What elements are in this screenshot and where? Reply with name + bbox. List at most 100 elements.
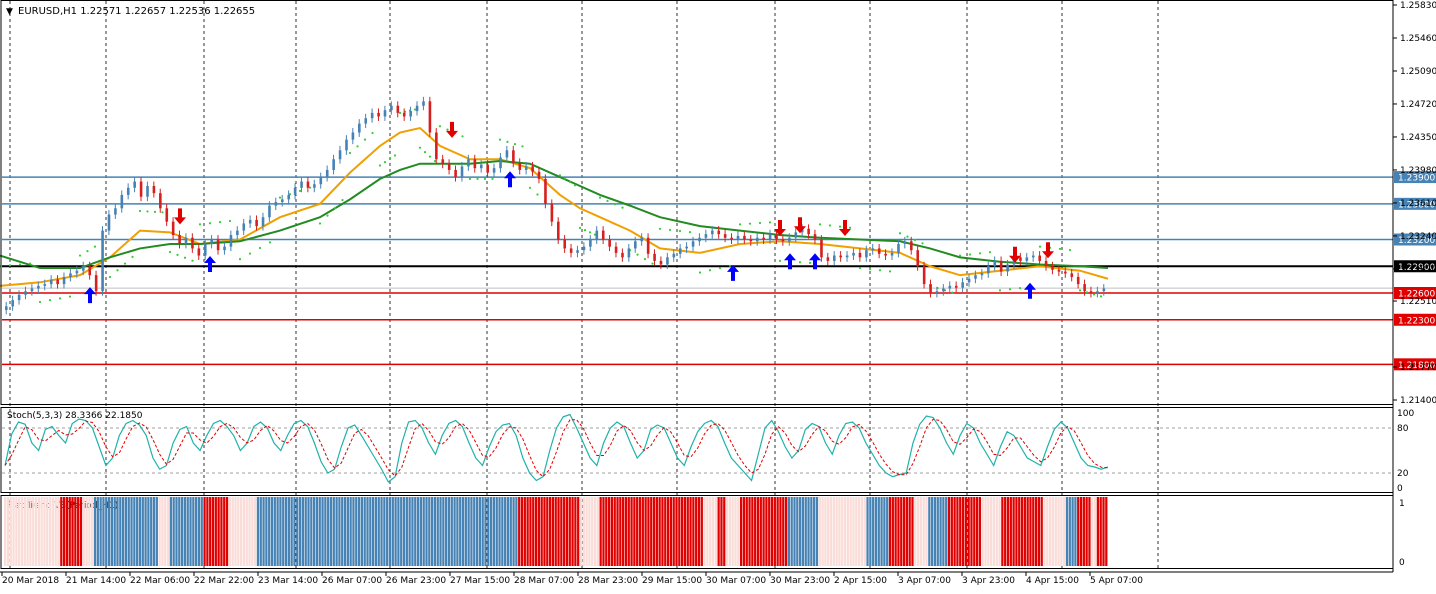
candle-body[interactable] <box>531 166 534 172</box>
buy-arrow-icon[interactable] <box>1024 282 1036 299</box>
slow-ma-line[interactable] <box>0 160 1109 270</box>
candle-body[interactable] <box>377 112 380 117</box>
candle-body[interactable] <box>82 266 85 271</box>
candle-body[interactable] <box>402 112 406 117</box>
candle-body[interactable] <box>94 275 98 292</box>
candle-body[interactable] <box>582 246 586 251</box>
candle-body[interactable] <box>614 246 618 253</box>
candle-body[interactable] <box>678 248 682 254</box>
sell-arrow-icon[interactable] <box>1042 242 1054 259</box>
candle-body[interactable] <box>865 250 868 258</box>
candle-body[interactable] <box>75 270 79 274</box>
candle-body[interactable] <box>768 234 772 240</box>
candle-body[interactable] <box>492 168 496 173</box>
candle-body[interactable] <box>698 237 701 242</box>
sell-arrow-icon[interactable] <box>774 219 786 236</box>
candle-body[interactable] <box>839 255 843 258</box>
candle-body[interactable] <box>499 157 502 169</box>
candle-body[interactable] <box>11 300 15 307</box>
candle-body[interactable] <box>165 208 169 222</box>
candle-body[interactable] <box>300 181 303 188</box>
candle-body[interactable] <box>845 255 849 258</box>
candle-body[interactable] <box>646 237 650 254</box>
candle-body[interactable] <box>672 253 676 258</box>
buy-arrow-icon[interactable] <box>784 253 796 270</box>
candle-body[interactable] <box>370 112 374 119</box>
candle-body[interactable] <box>1025 257 1029 261</box>
candle-body[interactable] <box>569 248 573 253</box>
candle-body[interactable] <box>621 252 624 258</box>
candle-body[interactable] <box>49 279 53 285</box>
candle-body[interactable] <box>640 237 644 242</box>
sell-arrow-icon[interactable] <box>446 121 458 138</box>
candle-body[interactable] <box>107 214 111 231</box>
candle-body[interactable] <box>762 237 765 240</box>
candle-body[interactable] <box>576 250 579 253</box>
candle-body[interactable] <box>691 241 695 247</box>
candle-body[interactable] <box>858 252 862 258</box>
candle-body[interactable] <box>910 241 913 251</box>
buy-arrow-icon[interactable] <box>84 287 96 304</box>
candle-body[interactable] <box>755 237 759 242</box>
candle-body[interactable] <box>775 234 778 240</box>
candle-body[interactable] <box>704 234 708 238</box>
candle-body[interactable] <box>557 221 560 240</box>
candle-body[interactable] <box>171 221 175 236</box>
candle-body[interactable] <box>730 237 733 240</box>
candle-body[interactable] <box>261 217 265 227</box>
candle-body[interactable] <box>1096 291 1099 294</box>
candle-body[interactable] <box>274 202 278 206</box>
candle-body[interactable] <box>948 285 952 289</box>
candle-body[interactable] <box>43 284 47 286</box>
candle-body[interactable] <box>1051 266 1054 270</box>
candle-body[interactable] <box>916 250 920 267</box>
candle-body[interactable] <box>191 237 194 249</box>
candle-body[interactable] <box>248 219 252 224</box>
candle-body[interactable] <box>974 275 977 279</box>
candle-body[interactable] <box>409 111 412 117</box>
candle-body[interactable] <box>833 255 836 261</box>
candle-body[interactable] <box>56 279 59 285</box>
candle-body[interactable] <box>942 288 945 292</box>
candle-body[interactable] <box>351 132 355 140</box>
candle-body[interactable] <box>69 273 72 277</box>
candle-body[interactable] <box>197 248 201 256</box>
candle-body[interactable] <box>1031 255 1035 258</box>
candle-body[interactable] <box>139 181 143 197</box>
candle-body[interactable] <box>390 105 393 111</box>
candle-body[interactable] <box>826 257 830 261</box>
candle-body[interactable] <box>537 171 541 179</box>
candle-body[interactable] <box>659 260 663 265</box>
candle-body[interactable] <box>255 219 258 227</box>
candle-body[interactable] <box>717 230 721 235</box>
candle-body[interactable] <box>345 139 348 151</box>
candle-body[interactable] <box>884 253 887 256</box>
candle-body[interactable] <box>1019 257 1022 261</box>
candle-body[interactable] <box>152 186 156 194</box>
candle-body[interactable] <box>24 291 27 295</box>
candle-body[interactable] <box>987 266 990 274</box>
candle-body[interactable] <box>634 241 637 249</box>
fast-ma-line[interactable] <box>0 126 1109 287</box>
candle-body[interactable] <box>210 239 213 244</box>
candle-body[interactable] <box>954 285 958 288</box>
candle-body[interactable] <box>319 177 323 185</box>
candle-body[interactable] <box>890 252 894 256</box>
candle-body[interactable] <box>1076 276 1080 285</box>
candle-body[interactable] <box>550 203 554 222</box>
candle-body[interactable] <box>653 253 656 261</box>
candle-body[interactable] <box>415 105 419 112</box>
candle-body[interactable] <box>743 235 746 240</box>
candle-body[interactable] <box>935 291 939 294</box>
candle-body[interactable] <box>325 169 329 178</box>
candle-body[interactable] <box>922 266 926 285</box>
candle-body[interactable] <box>101 230 104 292</box>
candle-body[interactable] <box>479 164 483 169</box>
candle-body[interactable] <box>711 230 714 235</box>
candle-body[interactable] <box>1064 271 1067 274</box>
candle-body[interactable] <box>159 193 162 209</box>
candle-body[interactable] <box>281 199 284 203</box>
candle-body[interactable] <box>967 278 971 283</box>
